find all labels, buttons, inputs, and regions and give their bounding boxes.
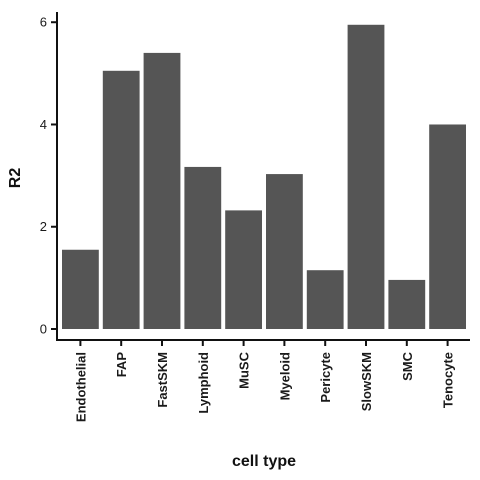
bar-slowskm [347,24,385,329]
bar-fap [102,70,140,329]
bar-tenocyte [429,124,466,329]
y-tick-label: 2 [40,219,47,234]
x-tick-label: Lymphoid [196,352,211,414]
bars-group [62,24,466,329]
x-axis: Endothelial FAP FastSKM Lymphoid MuSC Myeloid… [56,339,470,422]
x-axis-title: cell type [232,453,296,470]
y-axis: 0 2 4 6 [40,12,58,340]
bar-smc [388,279,426,329]
bar-pericyte [306,270,344,329]
bar-musc [225,210,262,329]
x-tick-label: SlowSKM [359,352,374,411]
y-tick-label: 6 [40,15,47,30]
x-tick-label: Pericyte [318,352,333,403]
x-tick-label: Tenocyte [441,352,456,408]
bar-fastskm [143,52,181,329]
y-tick-label: 0 [40,322,47,337]
x-tick-label: FastSKM [155,352,170,408]
x-tick-label: FAP [114,352,129,378]
bar-endothelial [62,249,99,329]
y-tick-label: 4 [40,117,47,132]
x-tick-label: MuSC [237,351,252,388]
y-axis-title: R2 [7,168,24,189]
bar-lymphoid [184,166,222,329]
bar-myeloid [266,174,303,329]
x-tick-label: Myeloid [277,352,292,400]
x-tick-label: SMC [400,351,415,381]
x-tick-label: Endothelial [73,352,88,422]
